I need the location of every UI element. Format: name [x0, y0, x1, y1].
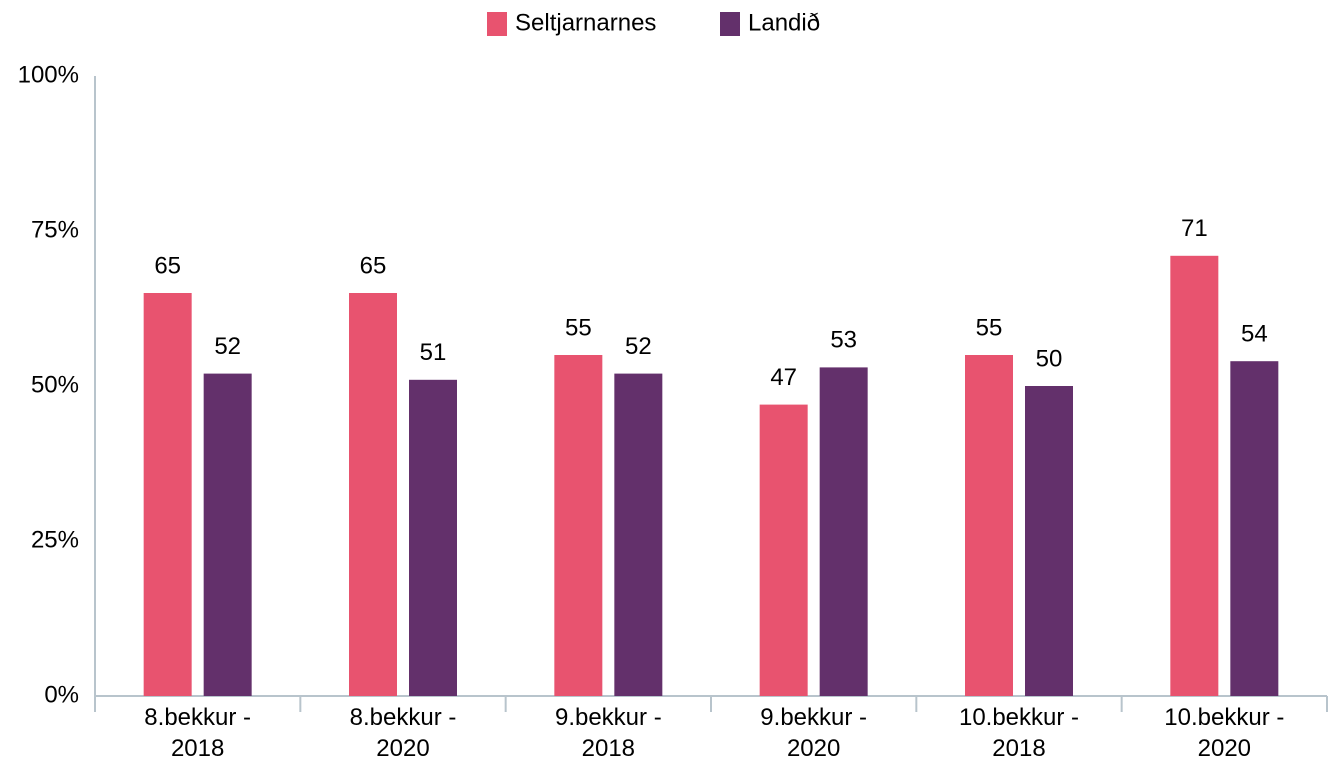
- y-tick-label: 50%: [31, 371, 79, 398]
- bar: [203, 373, 252, 696]
- bar: [965, 355, 1013, 696]
- x-tick-label: 9.bekkur - 2020: [760, 704, 868, 762]
- bar: [614, 373, 663, 696]
- bar: [409, 379, 457, 696]
- bar: [1230, 361, 1279, 696]
- data-label: 50: [1036, 345, 1063, 372]
- data-label: 55: [565, 314, 592, 341]
- y-tick-label: 0%: [44, 681, 79, 708]
- bar: [349, 293, 397, 696]
- data-label: 65: [154, 252, 181, 279]
- bar: [1025, 386, 1073, 696]
- x-tick-label: 10.bekkur - 2018: [958, 704, 1080, 762]
- bar: [819, 367, 868, 696]
- bar: [759, 404, 808, 696]
- x-tick-label: 9.bekkur - 2018: [554, 704, 662, 762]
- legend-label: Landið: [748, 9, 820, 36]
- data-label: 65: [360, 252, 387, 279]
- data-label: 53: [830, 327, 857, 354]
- data-label: 47: [770, 364, 797, 391]
- data-label: 71: [1181, 215, 1208, 242]
- data-label: 55: [976, 314, 1003, 341]
- bar: [143, 293, 192, 696]
- legend-swatch: [487, 12, 507, 36]
- y-tick-label: 100%: [18, 61, 79, 88]
- legend-swatch: [720, 12, 740, 36]
- x-tick-label: 8.bekkur - 2018: [144, 704, 252, 762]
- legend-label: Seltjarnarnes: [515, 9, 656, 36]
- x-tick-label: 10.bekkur - 2020: [1164, 704, 1285, 762]
- bar: [554, 355, 603, 696]
- y-tick-label: 75%: [31, 216, 79, 243]
- y-tick-label: 25%: [31, 526, 79, 553]
- data-label: 51: [420, 339, 447, 366]
- data-label: 52: [625, 333, 652, 360]
- data-label: 54: [1241, 321, 1268, 348]
- bar: [1170, 255, 1219, 697]
- x-tick-label: 8.bekkur - 2020: [349, 704, 457, 762]
- data-label: 52: [214, 333, 241, 360]
